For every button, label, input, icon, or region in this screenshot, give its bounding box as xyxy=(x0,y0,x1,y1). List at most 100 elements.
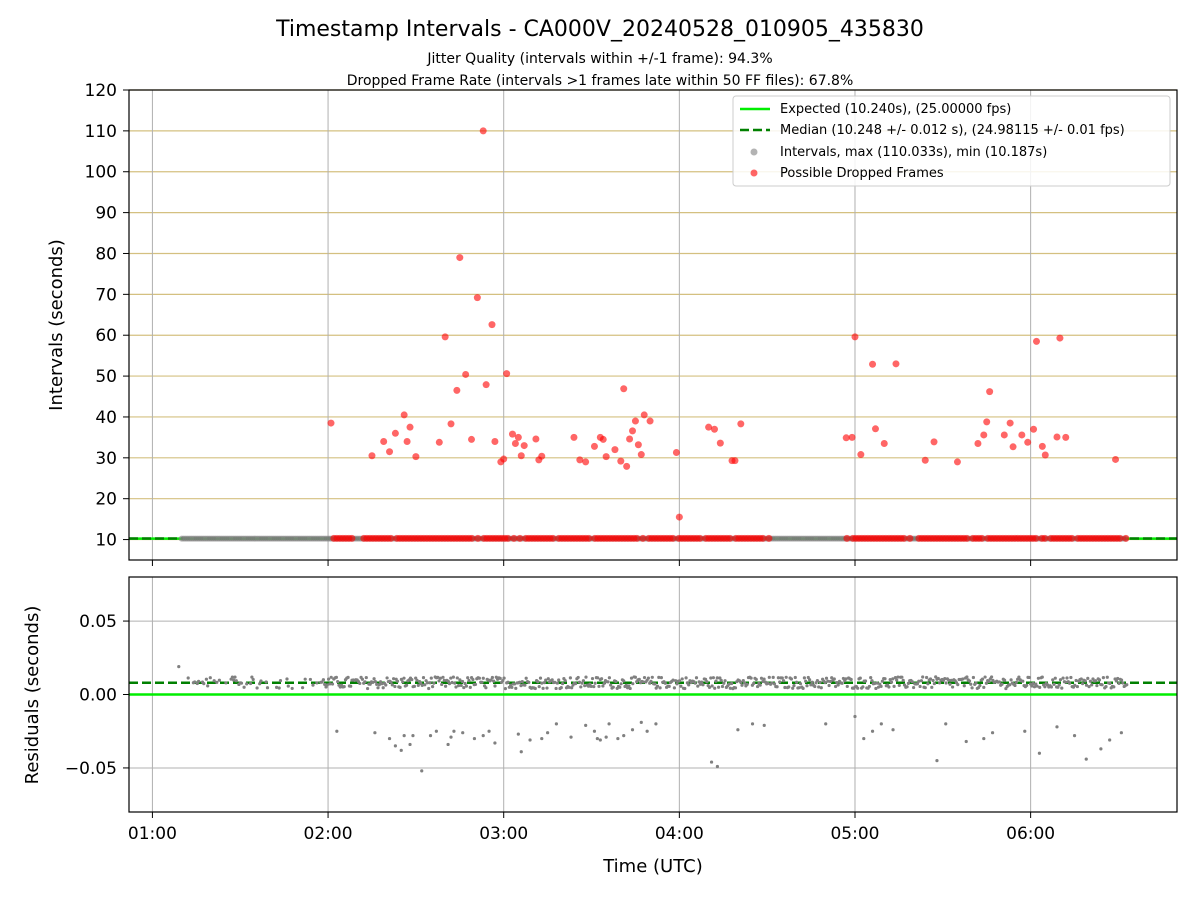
intervals-y-tick-label: 40 xyxy=(95,408,117,428)
residual-point xyxy=(840,681,844,685)
residual-point xyxy=(935,758,939,763)
intervals-axes-frame xyxy=(128,89,1178,561)
residual-point xyxy=(300,686,305,690)
residual-point xyxy=(1090,683,1094,687)
residual-point xyxy=(784,675,788,679)
residual-point xyxy=(1108,681,1112,685)
residual-point xyxy=(569,735,573,739)
residual-point xyxy=(836,683,840,687)
residual-point xyxy=(364,675,368,680)
dropped-frame-point xyxy=(1056,334,1064,342)
residual-point xyxy=(849,677,853,682)
dropped-frame-point xyxy=(710,425,718,433)
residual-point xyxy=(1084,757,1088,761)
intervals-y-tick-label: 60 xyxy=(95,326,117,346)
legend-dropped-marker xyxy=(750,169,758,177)
dropped-frame-point xyxy=(731,457,739,465)
residual-point xyxy=(683,686,687,691)
residual-point xyxy=(1000,682,1004,686)
residual-point xyxy=(696,684,700,688)
dropped-frame-point xyxy=(629,427,637,435)
dropped-frame-point xyxy=(590,442,598,450)
dropped-frame-point xyxy=(953,458,961,466)
legend-box xyxy=(732,95,1171,187)
residual-point xyxy=(969,682,973,686)
residual-point xyxy=(537,685,541,689)
residual-point xyxy=(624,683,628,688)
residual-point xyxy=(346,675,350,679)
residual-point xyxy=(723,679,727,683)
residual-point xyxy=(949,678,953,683)
residual-point xyxy=(653,682,657,686)
residual-point xyxy=(420,769,424,773)
residual-point xyxy=(527,680,531,684)
residual-point xyxy=(1030,684,1034,688)
residual-point xyxy=(193,680,197,684)
dropped-frame-point xyxy=(368,452,376,460)
dropped-frame-point xyxy=(1030,425,1038,433)
residual-point xyxy=(328,682,332,686)
residual-point xyxy=(895,678,899,682)
residual-point xyxy=(412,684,416,688)
residual-point xyxy=(675,682,679,686)
residual-point xyxy=(334,675,338,679)
residual-point xyxy=(770,681,774,685)
dropped-frame-point xyxy=(640,411,648,419)
dropped-frame-point xyxy=(508,430,516,438)
residual-point xyxy=(365,686,370,691)
residual-point xyxy=(906,681,910,685)
residual-point xyxy=(411,734,415,738)
residual-point xyxy=(428,681,432,685)
residual-point xyxy=(376,686,380,690)
dropped-frame-point xyxy=(468,534,476,542)
residual-point xyxy=(373,679,377,684)
residual-point xyxy=(971,675,975,680)
residual-point xyxy=(540,681,544,685)
residual-point xyxy=(385,676,389,680)
intervals-x-ticks xyxy=(151,560,1032,566)
residual-point xyxy=(463,681,467,686)
residual-point xyxy=(265,686,270,690)
residual-point xyxy=(387,736,392,741)
residual-point xyxy=(607,676,611,680)
residual-point xyxy=(447,681,452,686)
residual-point xyxy=(911,685,916,690)
residual-point xyxy=(611,685,615,689)
residual-point xyxy=(466,676,470,680)
residual-point xyxy=(932,681,936,686)
residual-point xyxy=(950,685,955,689)
residual-point xyxy=(793,675,797,680)
residual-point xyxy=(897,683,901,688)
residual-point xyxy=(978,683,982,688)
residual-point xyxy=(502,676,506,680)
dropped-frame-point xyxy=(851,333,859,341)
residual-point xyxy=(349,684,353,688)
residual-point xyxy=(215,680,219,685)
residual-point xyxy=(278,679,283,683)
dropped-frame-point xyxy=(520,442,528,450)
residual-point xyxy=(1021,679,1025,683)
residual-point xyxy=(446,679,450,683)
residual-point xyxy=(919,679,923,683)
dropped-frame-point xyxy=(532,435,540,443)
residual-point xyxy=(815,678,819,683)
x-tick-label: 03:00 xyxy=(479,824,528,844)
residual-point xyxy=(498,676,502,680)
x-tick-label: 05:00 xyxy=(830,824,879,844)
residual-point xyxy=(553,680,557,684)
residual-point xyxy=(982,685,986,689)
residual-point xyxy=(224,681,228,685)
intervals-y-ticks: 10 20 30 40 50 60 70 80 90 100 110 120 xyxy=(85,81,129,551)
residual-point xyxy=(1031,681,1035,686)
residual-point xyxy=(518,680,522,684)
dropped-frame-point xyxy=(871,425,879,433)
residual-point xyxy=(828,679,832,684)
residual-point xyxy=(650,675,654,679)
residual-point xyxy=(410,678,414,682)
residual-point xyxy=(542,681,546,685)
residual-point xyxy=(541,686,545,690)
dropped-frame-point xyxy=(1009,443,1017,451)
residual-point xyxy=(430,684,435,689)
residual-point xyxy=(642,675,647,680)
residual-point xyxy=(983,675,987,679)
